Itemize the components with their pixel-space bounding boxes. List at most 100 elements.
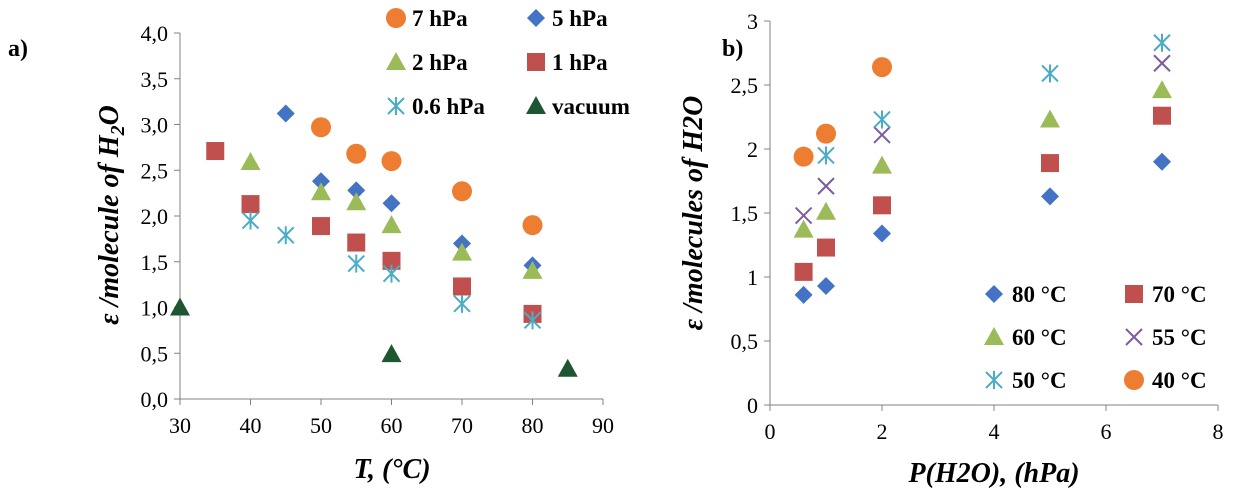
b-x-tick-label: 2 <box>877 419 888 444</box>
a-legend-item-0-6-hpa: 0.6 hPa <box>388 94 485 119</box>
chart-b-points <box>794 34 1172 304</box>
a-x-tick-label: 30 <box>169 413 191 438</box>
b-y-tick-label: 0,5 <box>731 329 759 354</box>
b-point-80-c <box>1041 187 1059 205</box>
b-legend-marker <box>984 327 1004 345</box>
a-legend-label: 5 hPa <box>552 6 608 31</box>
b-legend-marker <box>1125 285 1143 303</box>
b-point-40-c <box>816 124 836 144</box>
a-x-tick-label: 80 <box>522 413 544 438</box>
b-legend-marker <box>985 285 1003 303</box>
b-point-40-c <box>794 147 814 167</box>
a-point-0-6-hpa <box>454 295 470 313</box>
a-point-7-hpa <box>523 215 543 235</box>
y-axis-label-a: ε /molecule of H2O <box>94 105 129 325</box>
b-point-80-c <box>1153 153 1171 171</box>
b-point-55-c <box>874 127 890 143</box>
b-point-60-c <box>872 156 892 174</box>
b-legend-marker <box>986 371 1002 389</box>
chart-b: b) 0 0,5 1 1,5 2 2,5 3 0 2 4 6 8 P(H2O), (hPa) ε /m… <box>678 9 1224 489</box>
a-x-tick-label: 70 <box>451 413 473 438</box>
a-legend-item-7-hpa: 7 hPa <box>386 6 468 31</box>
a-point-1-hpa <box>312 217 330 235</box>
b-point-50-c <box>874 111 890 129</box>
b-point-70-c <box>795 263 813 281</box>
a-legend-item-vacuum: vacuum <box>526 94 630 119</box>
a-legend-marker <box>526 96 546 114</box>
a-point-7-hpa <box>346 144 366 164</box>
a-y-tick-label: 4,0 <box>141 21 169 46</box>
x-axis-label-a: T, (°C) <box>353 454 430 485</box>
a-y-tick-label: 1,5 <box>141 250 169 275</box>
b-legend-label: 55 °C <box>1152 325 1207 350</box>
b-legend-label: 70 °C <box>1152 282 1207 307</box>
a-point-0-6-hpa <box>278 226 294 244</box>
a-y-tick-label: 2,0 <box>141 204 169 229</box>
chart-a-points <box>170 105 578 377</box>
b-legend-item-80-c: 80 °C <box>985 282 1067 307</box>
a-point-0-6-hpa <box>348 255 364 273</box>
a-legend-item-5-hpa: 5 hPa <box>527 6 608 31</box>
b-point-60-c <box>816 202 836 220</box>
a-legend-marker <box>527 9 545 27</box>
b-point-70-c <box>817 239 835 257</box>
a-legend-marker <box>386 8 406 28</box>
b-point-80-c <box>873 224 891 242</box>
chart-a-legend: 7 hPa 5 hPa 2 hPa 1 hPa 0.6 hPa vacuum <box>386 6 630 119</box>
a-x-tick-label: 90 <box>592 413 614 438</box>
a-legend-label: 7 hPa <box>412 6 468 31</box>
panel-label-b: b) <box>722 36 743 62</box>
b-point-55-c <box>1154 55 1170 71</box>
b-y-tick-label: 0 <box>747 393 758 418</box>
a-y-tick-label: 3,0 <box>141 113 169 138</box>
a-point-2-hpa <box>241 152 261 170</box>
b-x-tick-label: 8 <box>1213 419 1224 444</box>
b-legend-item-50-c: 50 °C <box>986 368 1067 393</box>
a-legend-label: vacuum <box>552 94 630 119</box>
a-point-5-hpa <box>383 194 401 212</box>
a-point-2-hpa <box>382 215 402 233</box>
a-legend-label: 0.6 hPa <box>412 94 485 119</box>
b-y-tick-label: 3 <box>747 9 758 34</box>
a-legend-label: 2 hPa <box>412 50 468 75</box>
a-legend-item-2-hpa: 2 hPa <box>386 50 468 75</box>
b-y-tick-label: 1 <box>747 265 758 290</box>
a-point-1-hpa <box>453 277 471 295</box>
a-legend-marker <box>527 53 545 71</box>
x-axis-label-b: P(H2O), (hPa) <box>907 458 1079 489</box>
a-legend-marker <box>386 52 406 70</box>
b-point-70-c <box>1153 107 1171 125</box>
b-x-tick-label: 6 <box>1101 419 1112 444</box>
a-point-vacuum <box>558 359 578 377</box>
b-point-60-c <box>1152 80 1172 98</box>
a-point-5-hpa <box>277 105 295 123</box>
a-y-tick-label: 1,0 <box>141 296 169 321</box>
b-point-60-c <box>1040 110 1060 128</box>
b-legend-marker <box>1126 329 1142 345</box>
a-point-7-hpa <box>382 151 402 171</box>
b-point-80-c <box>817 277 835 295</box>
b-point-50-c <box>818 146 834 164</box>
a-y-tick-label: 0,0 <box>141 387 169 412</box>
chart-a-tick-labels: 0,0 0,5 1,0 1,5 2,0 2,5 3,0 3,5 4,0 30 40 50 60 70 80 9… <box>141 21 615 438</box>
chart-a: a) 0,0 0,5 1,0 1,5 2,0 2,5 3,0 3,5 4,0 30 40 50 60 70… <box>8 6 630 485</box>
a-y-tick-label: 3,5 <box>141 67 169 92</box>
a-x-tick-label: 60 <box>381 413 403 438</box>
a-point-7-hpa <box>452 181 472 201</box>
b-legend-item-60-c: 60 °C <box>984 325 1067 350</box>
a-y-tick-label: 0,5 <box>141 341 169 366</box>
a-point-vacuum <box>382 344 402 362</box>
a-y-tick-label: 2,5 <box>141 158 169 183</box>
a-legend-marker <box>388 97 404 115</box>
b-legend-item-55-c: 55 °C <box>1126 325 1207 350</box>
b-y-tick-label: 2,5 <box>731 73 759 98</box>
b-point-55-c <box>818 178 834 194</box>
b-y-tick-label: 1,5 <box>731 201 759 226</box>
b-y-tick-label: 2 <box>747 137 758 162</box>
b-legend-item-70-c: 70 °C <box>1125 282 1207 307</box>
b-legend-marker <box>1124 370 1144 390</box>
a-point-0-6-hpa <box>384 265 400 283</box>
a-x-tick-label: 50 <box>310 413 332 438</box>
a-point-1-hpa <box>206 142 224 160</box>
